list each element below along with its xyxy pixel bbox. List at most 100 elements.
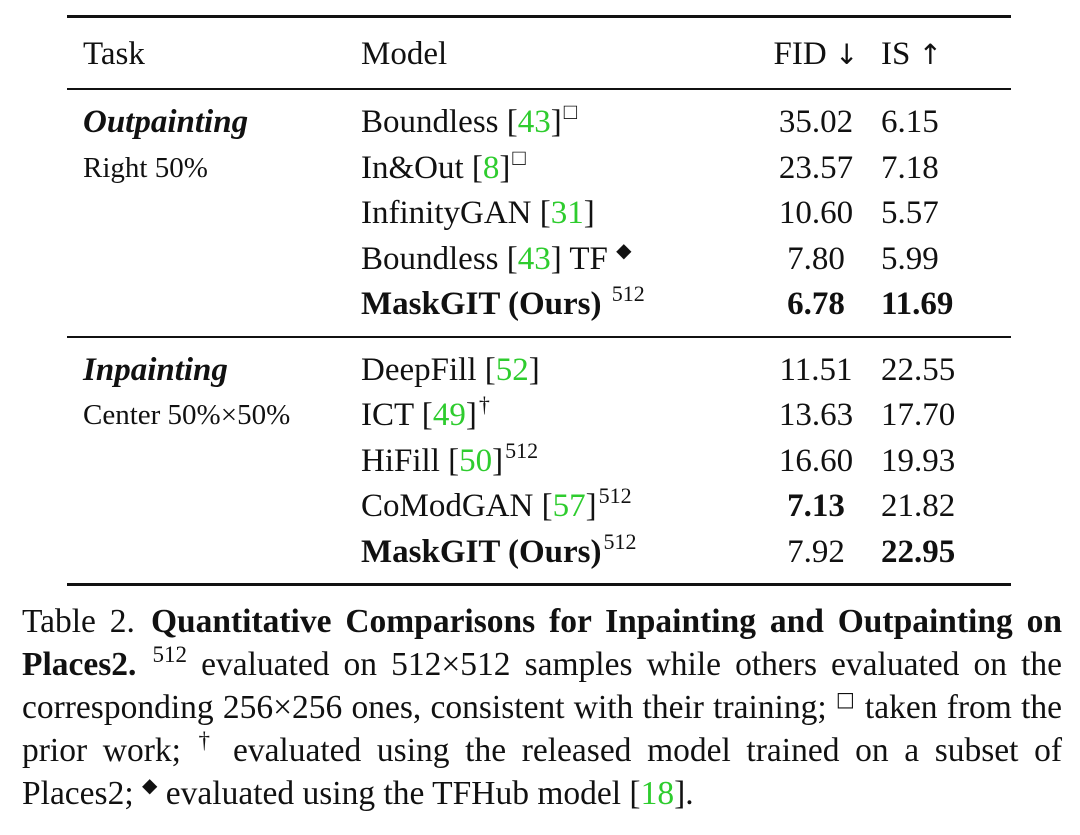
table-row: InfinityGAN [31] 10.60 5.57 <box>67 191 1011 237</box>
model-cell: CoModGAN [57]512 <box>361 484 751 530</box>
table-row: Boundless [43] TF ◆ 7.80 5.99 <box>67 237 1011 283</box>
model-name-tail: ] <box>583 195 595 231</box>
footnote-mark: 512 <box>152 642 188 667</box>
model-cell: HiFill [50]512 <box>361 439 751 485</box>
citation-link[interactable]: 52 <box>495 351 529 388</box>
caption-text: evaluated using the released model train… <box>22 732 1062 812</box>
table-row: HiFill [50]512 16.60 19.93 <box>67 439 1011 485</box>
table-row: Outpainting Boundless [43]□ 35.02 6.15 <box>67 89 1011 146</box>
citation-link[interactable]: 43 <box>517 240 551 277</box>
model-cell: MaskGIT (Ours) 512 <box>361 282 751 337</box>
citation-link[interactable]: 49 <box>432 397 466 433</box>
model-name: ICT [ <box>361 397 433 433</box>
section-outpainting: Outpainting Boundless [43]□ 35.02 6.15 R… <box>67 89 1011 337</box>
header-is: IS ↑ <box>881 17 1011 90</box>
model-name-tail: ] TF <box>550 240 608 277</box>
is-value: 7.18 <box>881 149 939 186</box>
model-cell: Boundless [43]□ <box>361 89 751 146</box>
table-row: Right 50% In&Out [8]□ 23.57 7.18 <box>67 146 1011 192</box>
footnote-mark: 512 <box>505 437 539 463</box>
is-value: 22.55 <box>881 351 956 388</box>
table-row: MaskGIT (Ours) 512 6.78 11.69 <box>67 282 1011 337</box>
is-value: 11.69 <box>881 286 954 322</box>
model-name: InfinityGAN [ <box>361 195 551 231</box>
model-cell: InfinityGAN [31] <box>361 191 751 237</box>
fid-value: 7.92 <box>787 533 845 570</box>
table-row: Inpainting DeepFill [52] 11.51 22.55 <box>67 337 1011 394</box>
citation-link[interactable]: 57 <box>552 488 586 524</box>
footnote-mark: □ <box>563 99 578 124</box>
diamond-icon: ◆ <box>142 773 158 797</box>
header-fid: FID ↓ <box>751 17 881 90</box>
task-name: Outpainting <box>83 104 249 140</box>
is-value: 22.95 <box>881 533 956 570</box>
table-row: Center 50%×50% ICT [49]† 13.63 17.70 <box>67 393 1011 439</box>
model-name: HiFill [ <box>361 442 460 479</box>
footnote-mark: † <box>478 392 490 417</box>
fid-value: 23.57 <box>778 149 854 186</box>
diamond-icon: ◆ <box>616 237 632 262</box>
results-table-container: Task Model FID ↓ IS ↑ Outpainting Boundl… <box>67 15 1011 586</box>
model-name-tail: ] <box>492 442 504 479</box>
model-cell: ICT [49]† <box>361 393 751 439</box>
model-cell: MaskGIT (Ours)512 <box>361 530 751 585</box>
is-value: 5.57 <box>881 195 939 231</box>
fid-value: 11.51 <box>779 351 853 388</box>
header-task: Task <box>83 35 145 72</box>
fid-value: 7.13 <box>787 488 845 524</box>
citation-link[interactable]: 8 <box>482 149 500 186</box>
citation-link[interactable]: 50 <box>459 442 493 479</box>
model-name: In&Out [ <box>361 149 483 186</box>
header-model: Model <box>361 35 448 72</box>
caption-label: Table 2. <box>22 603 135 640</box>
model-name-tail: ] <box>528 351 540 388</box>
section-inpainting: Inpainting DeepFill [52] 11.51 22.55 Cen… <box>67 336 1011 585</box>
footnote-mark: 512 <box>603 528 637 554</box>
model-name: CoModGAN [ <box>361 488 553 524</box>
results-table: Task Model FID ↓ IS ↑ Outpainting Boundl… <box>67 15 1011 586</box>
model-name: MaskGIT (Ours) <box>361 533 602 570</box>
is-value: 6.15 <box>881 104 939 140</box>
square-icon: □ <box>835 687 856 711</box>
footnote-mark: □ <box>512 144 526 170</box>
model-name: Boundless [ <box>361 240 518 277</box>
caption-text: taken from the prior work; <box>22 689 1062 769</box>
citation-link[interactable]: 18 <box>640 775 675 812</box>
table-row: MaskGIT (Ours)512 7.92 22.95 <box>67 530 1011 585</box>
fid-value: 7.80 <box>787 240 845 277</box>
down-arrow-icon: ↓ <box>834 37 859 71</box>
task-setting: Center 50%×50% <box>83 399 291 431</box>
model-cell: Boundless [43] TF ◆ <box>361 237 751 283</box>
is-value: 19.93 <box>881 442 956 479</box>
header-row: Task Model FID ↓ IS ↑ <box>67 16 1011 90</box>
fid-value: 10.60 <box>778 195 854 231</box>
task-name: Inpainting <box>83 351 228 388</box>
caption-title: Quantitative Comparisons for Inpainting … <box>22 603 1062 683</box>
citation-link[interactable]: 43 <box>517 104 551 140</box>
footnote-mark: 512 <box>598 483 632 508</box>
model-cell: In&Out [8]□ <box>361 146 751 192</box>
model-name: MaskGIT (Ours) <box>361 286 602 322</box>
model-name-tail: ] <box>550 104 562 140</box>
footnote-mark: 512 <box>611 281 645 306</box>
citation-link[interactable]: 31 <box>550 195 584 231</box>
dagger-icon: † <box>198 728 218 753</box>
model-name-tail: ] <box>465 397 477 433</box>
header-fid-label: FID <box>773 35 827 72</box>
is-value: 5.99 <box>881 240 939 277</box>
fid-value: 13.63 <box>778 397 854 433</box>
model-name-tail: ] <box>585 488 597 524</box>
caption-text: ]. <box>674 775 694 812</box>
table-caption: Table 2. Quantitative Comparisons for Inp… <box>22 600 1062 815</box>
model-name-tail: ] <box>499 149 511 186</box>
task-setting: Right 50% <box>83 151 208 184</box>
caption-text: evaluated on 512×512 samples while other… <box>22 646 1062 726</box>
fid-value: 35.02 <box>778 104 854 140</box>
fid-value: 16.60 <box>778 442 854 479</box>
is-value: 21.82 <box>881 488 956 524</box>
table-row: CoModGAN [57]512 7.13 21.82 <box>67 484 1011 530</box>
fid-value: 6.78 <box>787 286 845 322</box>
model-cell: DeepFill [52] <box>361 337 751 394</box>
model-name: DeepFill [ <box>361 351 496 388</box>
model-name: Boundless [ <box>361 104 518 140</box>
